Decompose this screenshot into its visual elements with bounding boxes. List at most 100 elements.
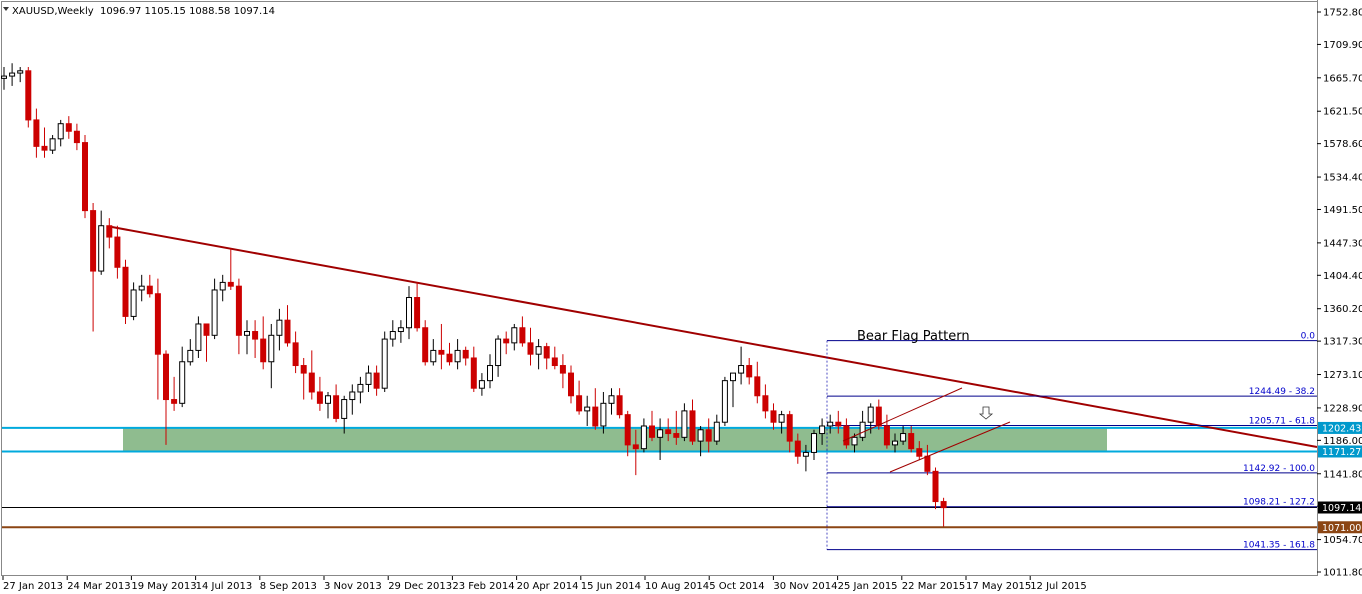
candle-body[interactable]	[487, 365, 493, 382]
candle-body[interactable]	[260, 338, 267, 363]
candle-body[interactable]	[430, 349, 437, 363]
candle-body[interactable]	[495, 338, 502, 367]
candle-body[interactable]	[892, 440, 898, 446]
candle-body[interactable]	[584, 406, 591, 412]
candle-body[interactable]	[657, 429, 664, 438]
candle-body[interactable]	[859, 421, 866, 438]
candle-body[interactable]	[454, 349, 461, 363]
candle-body[interactable]	[406, 297, 412, 329]
flag-channel-upper[interactable]	[842, 387, 963, 442]
candle-body[interactable]	[414, 297, 421, 329]
candle-body[interactable]	[940, 501, 947, 509]
candle-body[interactable]	[794, 440, 801, 457]
flag-channel-lower[interactable]	[889, 421, 1011, 473]
candle-body[interactable]	[713, 421, 720, 442]
candle-body[interactable]	[867, 406, 874, 423]
candle-body[interactable]	[422, 327, 429, 363]
candle-body[interactable]	[697, 429, 704, 442]
candle-body[interactable]	[98, 225, 105, 272]
candle-body[interactable]	[665, 429, 672, 435]
candle-body[interactable]	[681, 410, 688, 438]
candle-body[interactable]	[908, 433, 915, 450]
candle-body[interactable]	[932, 470, 939, 503]
candle-body[interactable]	[786, 414, 793, 442]
candle-body[interactable]	[835, 421, 842, 427]
candle-body[interactable]	[632, 444, 639, 450]
candle-body[interactable]	[916, 448, 923, 457]
candle-body[interactable]	[624, 414, 631, 446]
candle-body[interactable]	[705, 429, 712, 442]
candle-body[interactable]	[163, 353, 169, 401]
candle-body[interactable]	[559, 365, 566, 374]
candle-body[interactable]	[446, 353, 453, 363]
candle-body[interactable]	[640, 425, 647, 450]
candle-body[interactable]	[268, 334, 275, 363]
candle-body[interactable]	[762, 395, 769, 412]
candle-body[interactable]	[511, 327, 518, 344]
candle-body[interactable]	[41, 145, 48, 151]
candle-body[interactable]	[9, 72, 16, 77]
candle-body[interactable]	[600, 402, 607, 427]
candle-body[interactable]	[138, 285, 145, 291]
candle-body[interactable]	[381, 338, 388, 389]
candle-body[interactable]	[349, 391, 356, 401]
candle-body[interactable]	[689, 410, 696, 442]
candle-body[interactable]	[57, 123, 64, 140]
descending-trendline[interactable]	[111, 226, 1318, 448]
candle-body[interactable]	[17, 70, 24, 74]
candle-body[interactable]	[778, 414, 785, 423]
candle-body[interactable]	[900, 433, 907, 442]
candle-body[interactable]	[308, 372, 315, 393]
candle-body[interactable]	[462, 349, 469, 359]
candle-body[interactable]	[746, 365, 753, 378]
candle-body[interactable]	[33, 119, 40, 147]
candle-body[interactable]	[389, 331, 396, 340]
candle-body[interactable]	[284, 319, 291, 344]
candle-body[interactable]	[203, 323, 210, 336]
candle-body[interactable]	[924, 455, 931, 472]
candle-body[interactable]	[90, 210, 97, 272]
candle-body[interactable]	[73, 130, 80, 144]
candle-body[interactable]	[754, 376, 761, 397]
candle-body[interactable]	[543, 346, 550, 359]
candle-body[interactable]	[616, 395, 623, 416]
candle-body[interactable]	[843, 425, 850, 446]
candle-body[interactable]	[114, 236, 121, 268]
candle-body[interactable]	[721, 380, 728, 423]
candle-body[interactable]	[300, 365, 307, 374]
candle-body[interactable]	[65, 123, 72, 132]
candle-body[interactable]	[179, 361, 186, 404]
candle-body[interactable]	[341, 399, 348, 419]
candle-body[interactable]	[211, 289, 218, 336]
candle-body[interactable]	[106, 225, 113, 238]
candle-body[interactable]	[365, 372, 372, 385]
candle-body[interactable]	[527, 342, 534, 355]
candle-body[interactable]	[325, 395, 331, 404]
candle-body[interactable]	[827, 421, 834, 427]
candle-body[interactable]	[219, 281, 226, 291]
candle-body[interactable]	[551, 357, 558, 367]
candle-body[interactable]	[673, 433, 680, 438]
candle-body[interactable]	[478, 380, 485, 389]
candle-body[interactable]	[875, 406, 882, 427]
candle-body[interactable]	[154, 293, 161, 355]
candle-body[interactable]	[130, 289, 137, 317]
candle-body[interactable]	[811, 433, 817, 453]
candle-body[interactable]	[503, 338, 510, 344]
candle-body[interactable]	[649, 425, 655, 438]
candle-body[interactable]	[730, 372, 736, 382]
candle-body[interactable]	[851, 436, 858, 446]
candle-body[interactable]	[470, 357, 477, 389]
candle-body[interactable]	[25, 70, 32, 121]
candle-body[interactable]	[316, 391, 323, 404]
candle-body[interactable]	[438, 349, 445, 355]
candle-body[interactable]	[333, 395, 340, 419]
candle-body[interactable]	[49, 138, 56, 151]
candle-body[interactable]	[738, 365, 745, 374]
candle-body[interactable]	[576, 395, 583, 412]
candle-body[interactable]	[146, 285, 153, 295]
candle-body[interactable]	[276, 319, 283, 336]
candle-body[interactable]	[819, 425, 826, 435]
candle-body[interactable]	[252, 331, 259, 340]
